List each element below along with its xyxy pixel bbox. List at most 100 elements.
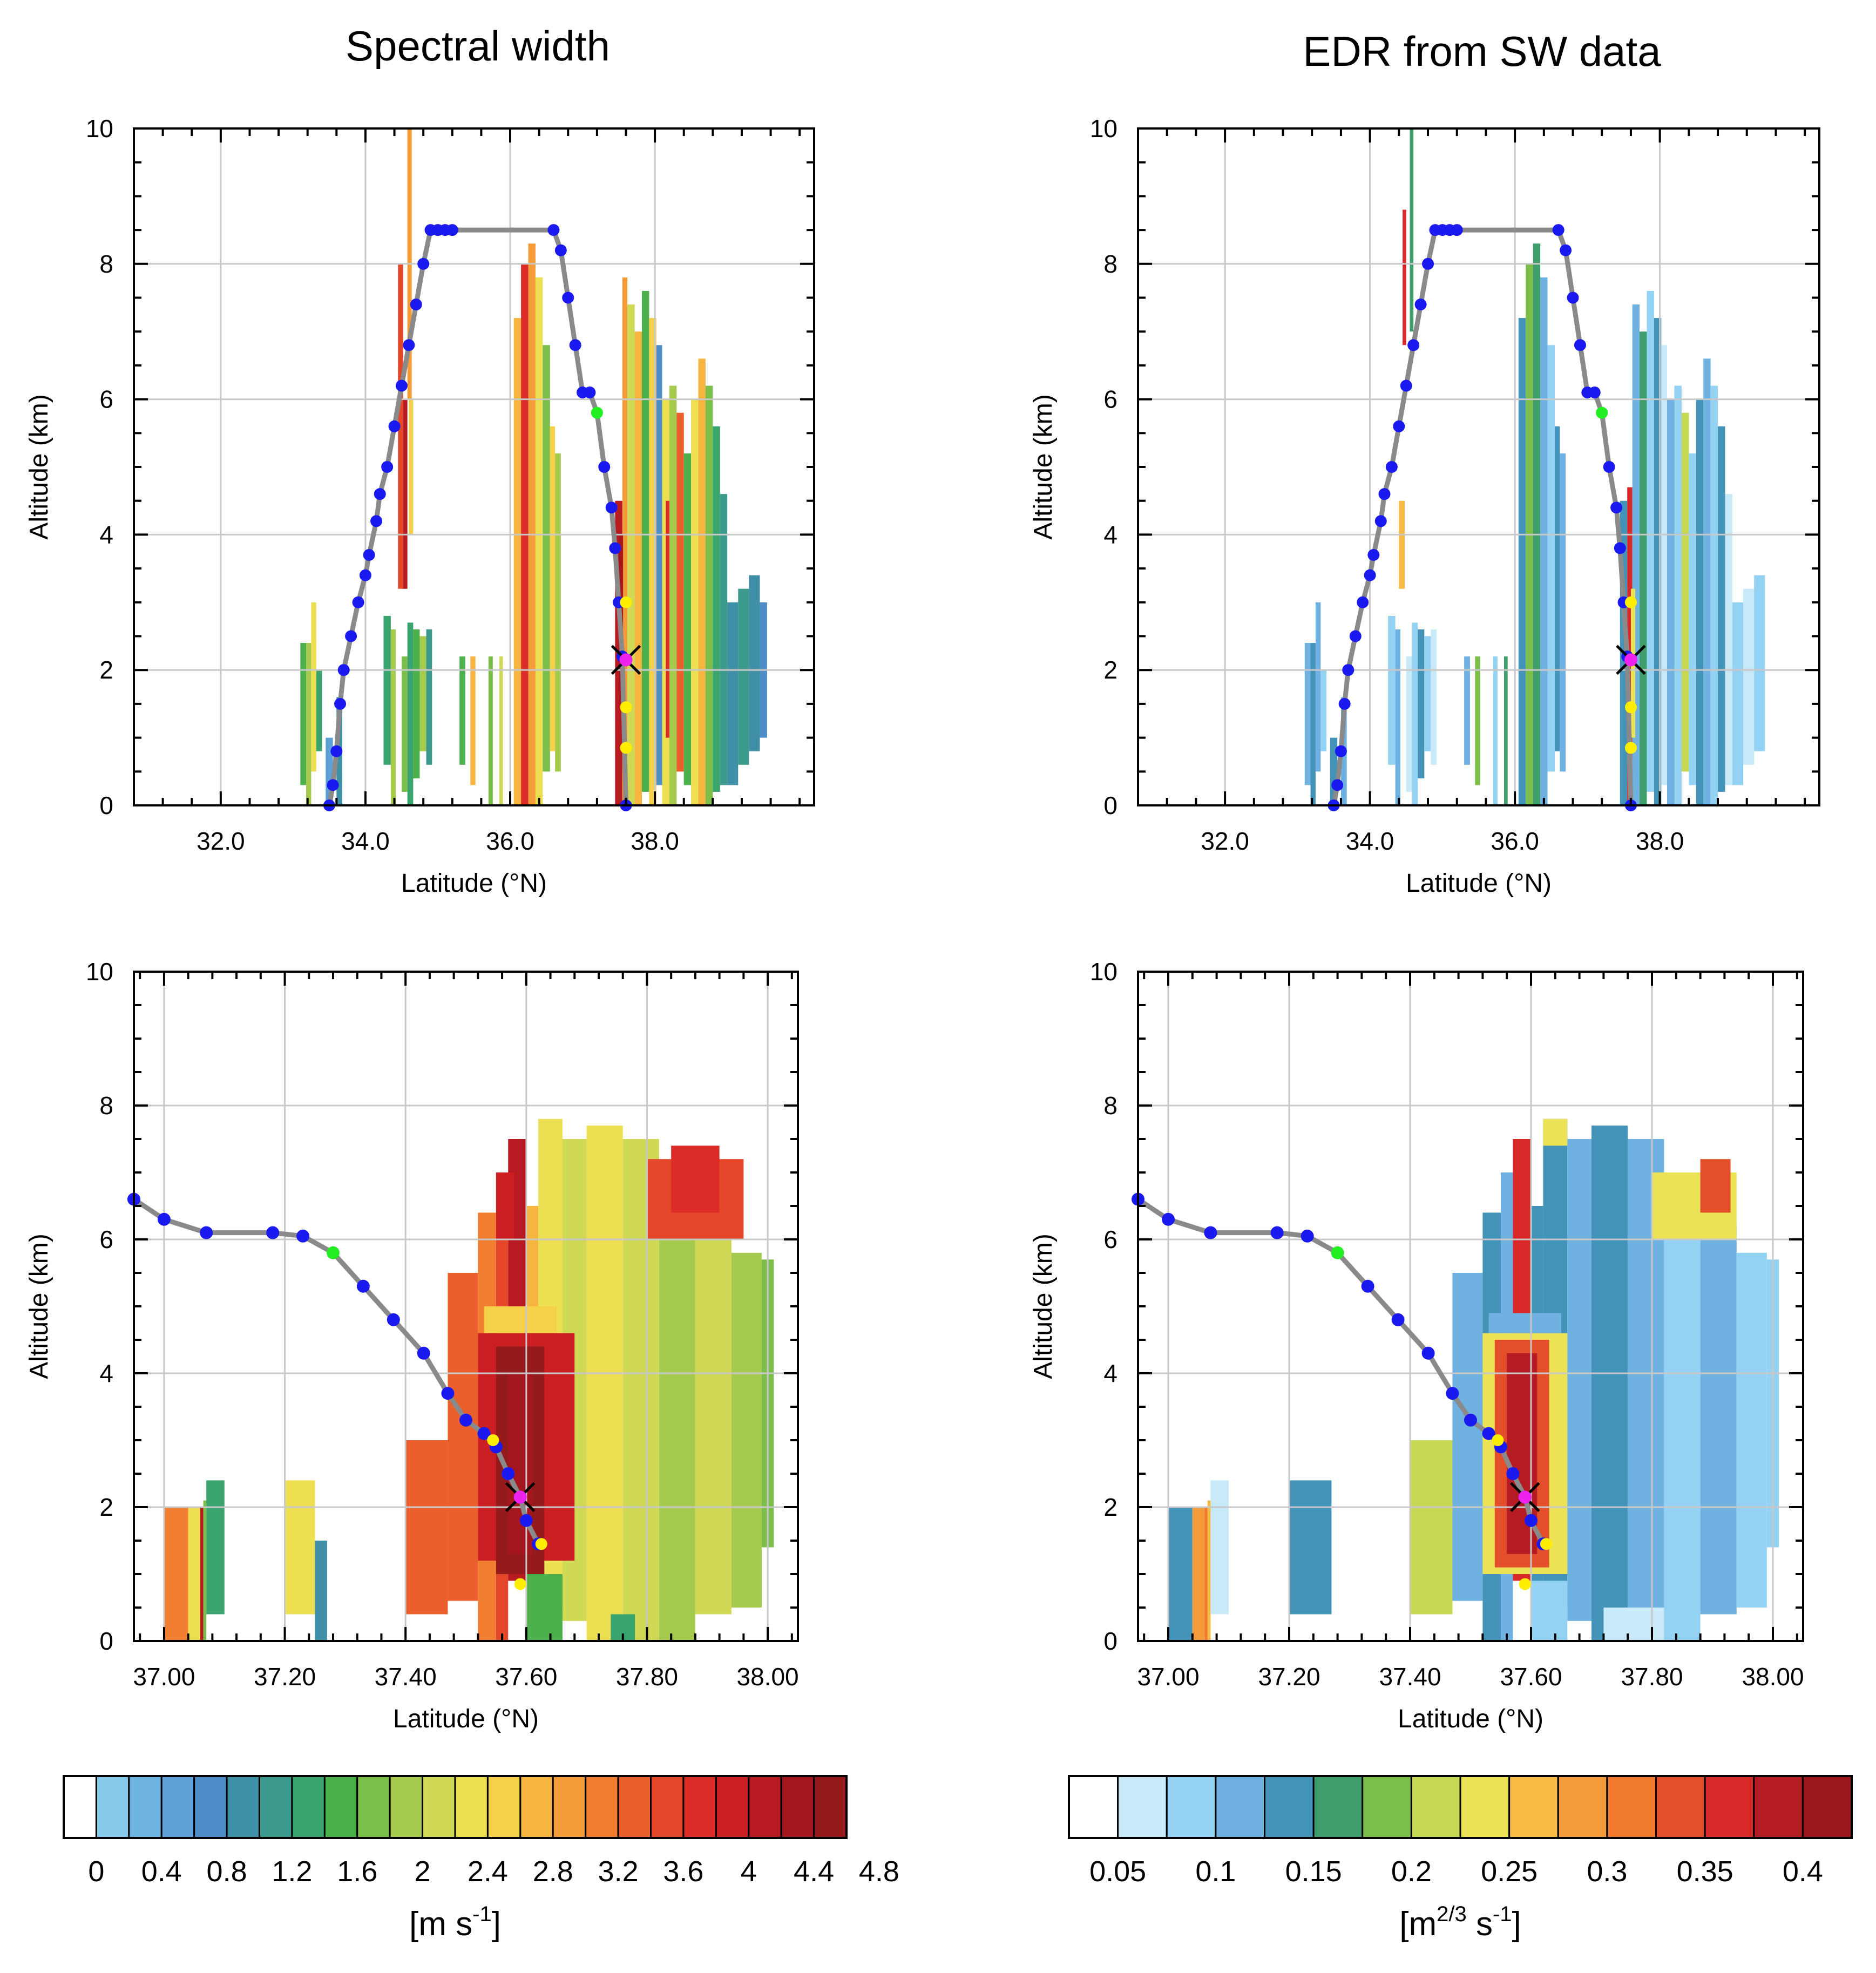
flight-track-point	[370, 515, 383, 527]
data-cell	[1464, 656, 1470, 765]
data-cell	[311, 602, 316, 772]
yellow-marker	[620, 742, 632, 754]
data-cell	[535, 277, 543, 805]
data-cell	[1700, 1159, 1731, 1213]
colorbar-tick-label: 0	[88, 1855, 104, 1888]
panel-edr-zoom: 37.00 37.20 37.40 37.60 37.80 38.00 0 2 4 6 8 10 Lat…	[1029, 958, 1804, 1733]
colorbar-frame	[1068, 1775, 1853, 1839]
colorbar-swatch	[1068, 1775, 1119, 1839]
x-tick-label: 37.00	[133, 1663, 195, 1691]
yellow-marker	[514, 1578, 526, 1590]
x-tick-label: 34.0	[341, 827, 390, 855]
y-tick-label: 0	[1103, 791, 1118, 819]
colorbar-swatch	[552, 1775, 587, 1839]
x-axis-label: Latitude (°N)	[401, 869, 547, 898]
data-cell	[499, 656, 503, 805]
data-cell	[1315, 602, 1321, 772]
data-cell	[676, 412, 684, 772]
y-tick-label: 2	[99, 656, 113, 684]
data-cell	[459, 656, 465, 765]
y-tick-label: 10	[1090, 958, 1118, 986]
data-cell	[695, 1226, 732, 1615]
flight-track-point	[1588, 387, 1601, 399]
colorbar-swatch	[1655, 1775, 1706, 1839]
flight-track-point	[1391, 1313, 1405, 1326]
data-cell	[720, 494, 728, 785]
flight-track-point	[1574, 339, 1586, 351]
ticks	[1138, 971, 1803, 1642]
colorbar-swatch	[1117, 1775, 1168, 1839]
flight-track-point	[1374, 515, 1387, 527]
colorbar-swatch	[1166, 1775, 1217, 1839]
flight-track-point	[387, 1313, 400, 1326]
data-cell	[1289, 1480, 1332, 1615]
flight-track-point	[1349, 630, 1362, 642]
x-tick-label: 37.60	[495, 1663, 557, 1691]
y-tick-label: 10	[86, 114, 113, 143]
x-tick-label: 32.0	[1201, 827, 1249, 855]
colorbar-swatch	[454, 1775, 489, 1839]
data-cell	[1403, 209, 1406, 345]
y-tick-label: 8	[99, 250, 113, 278]
flight-track-point	[477, 1427, 491, 1440]
data-cell	[656, 345, 662, 785]
data-cell	[1591, 1126, 1628, 1641]
y-tick-label: 4	[99, 520, 113, 548]
yellow-marker	[620, 596, 632, 608]
data-cell	[1310, 643, 1316, 805]
data-cell	[1406, 656, 1412, 792]
flight-track-point	[403, 339, 415, 351]
data-cell	[1192, 1507, 1205, 1641]
colorbar-edr: 0.05 0.1 0.15 0.2 0.25 0.3 0.35 0.4 [m2/3 s-1]	[1068, 1775, 1853, 1943]
data-cell	[403, 399, 408, 589]
data-cell	[398, 263, 403, 589]
flight-track-point	[1367, 549, 1380, 561]
data-cell	[1204, 1507, 1208, 1641]
flight-track-point	[1552, 224, 1565, 236]
colorbar-tick-label: 4	[741, 1855, 757, 1888]
y-axis-label: Altitude (km)	[1029, 394, 1058, 539]
data-cell	[407, 622, 414, 805]
flight-track-point	[345, 630, 357, 642]
flight-track-point	[446, 224, 458, 236]
flight-track-point	[359, 569, 371, 581]
flight-track-point	[1400, 379, 1412, 392]
colorbar-tick-label: 0.4	[1783, 1855, 1823, 1888]
y-tick-label: 6	[99, 1225, 113, 1253]
yellow-marker	[535, 1538, 547, 1550]
colorbar-swatch	[1459, 1775, 1511, 1839]
data-cell	[528, 243, 536, 806]
x-axis-label: Latitude (°N)	[1398, 1705, 1543, 1733]
data-cell	[1533, 243, 1541, 806]
data-cell	[1475, 656, 1480, 785]
flight-track-point	[1482, 1427, 1495, 1440]
colorbar-tick-label: 4.4	[794, 1855, 834, 1888]
colorbar-swatch	[259, 1775, 293, 1839]
flight-track-point	[605, 501, 618, 514]
y-tick-label: 8	[1103, 250, 1118, 278]
flight-track-point	[1270, 1226, 1284, 1239]
yellow-marker	[1624, 701, 1637, 714]
unit-text: [m	[1399, 1906, 1437, 1943]
x-tick-label: 34.0	[1346, 827, 1394, 855]
y-tick-label: 4	[99, 1359, 113, 1387]
data-cell	[1754, 575, 1765, 751]
flight-track-point	[1335, 745, 1347, 757]
flight-track-point	[598, 461, 611, 473]
flight-track-point	[1204, 1226, 1217, 1239]
unit-text: s	[1467, 1906, 1493, 1943]
data-cell	[405, 1440, 448, 1615]
colorbar-swatch	[389, 1775, 424, 1839]
y-tick-label: 4	[1103, 520, 1118, 548]
flight-track-point	[547, 224, 560, 236]
flight-track-point	[381, 461, 394, 473]
data-cell	[285, 1480, 315, 1615]
flight-track-point	[1378, 488, 1391, 500]
colorbar-tick-label: 3.2	[598, 1855, 639, 1888]
data-cell	[1431, 629, 1437, 765]
data-cell	[1725, 494, 1732, 785]
data-cell	[401, 656, 408, 792]
flight-track-point	[1342, 664, 1354, 676]
data-cell	[300, 643, 307, 785]
data-cell	[1732, 602, 1744, 785]
